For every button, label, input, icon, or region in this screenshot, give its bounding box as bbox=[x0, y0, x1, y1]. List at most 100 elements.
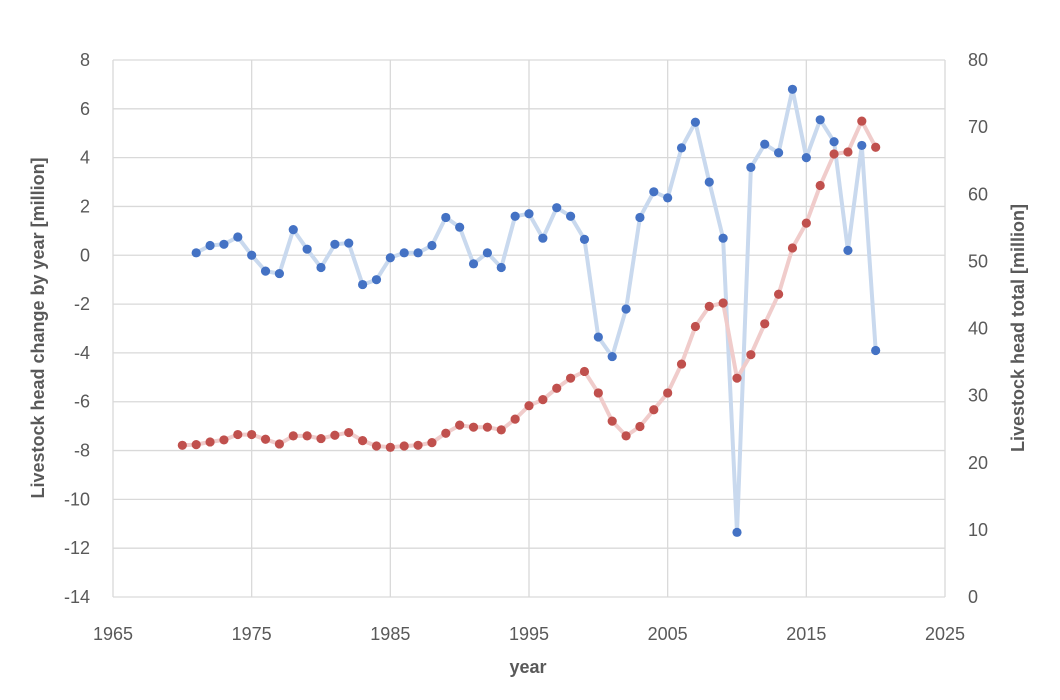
data-point-total bbox=[801, 218, 811, 228]
data-point-total bbox=[358, 435, 368, 446]
data-point-total bbox=[247, 429, 257, 440]
data-point-change bbox=[274, 268, 284, 279]
data-point-change bbox=[191, 248, 201, 258]
data-point-change bbox=[413, 248, 423, 258]
y2-tick-label: 80 bbox=[968, 50, 988, 70]
series-line-change bbox=[195, 87, 878, 535]
data-point-change bbox=[746, 162, 756, 172]
data-point-total bbox=[205, 437, 215, 447]
y-tick-label: 2 bbox=[80, 196, 90, 216]
y2-tick-label: 60 bbox=[968, 184, 988, 204]
y-tick-label: 6 bbox=[80, 99, 90, 119]
data-point-change bbox=[427, 240, 437, 251]
data-point-change bbox=[496, 262, 506, 273]
y-tick-label: -14 bbox=[64, 587, 90, 607]
data-point-total bbox=[191, 440, 201, 450]
y2-tick-label: 40 bbox=[968, 319, 988, 339]
data-point-change bbox=[829, 137, 839, 147]
y-tick-label: 0 bbox=[80, 245, 90, 265]
data-point-change bbox=[635, 212, 645, 223]
data-point-change bbox=[552, 203, 562, 213]
data-point-total bbox=[815, 180, 825, 191]
y-tick-label: -8 bbox=[74, 441, 90, 461]
data-point-total bbox=[621, 431, 631, 441]
data-point-change bbox=[510, 211, 520, 221]
data-point-total bbox=[690, 321, 701, 332]
data-point-change bbox=[344, 238, 354, 248]
data-point-change bbox=[538, 233, 548, 243]
data-point-change bbox=[704, 177, 714, 187]
data-point-total bbox=[829, 149, 839, 159]
data-point-total bbox=[552, 383, 562, 393]
data-point-total bbox=[371, 441, 382, 451]
data-point-change bbox=[205, 240, 215, 251]
x-tick-label: 1995 bbox=[509, 624, 549, 644]
data-point-change bbox=[358, 279, 368, 290]
data-point-change bbox=[455, 222, 465, 232]
x-axis-title: year bbox=[509, 657, 546, 677]
data-point-total bbox=[482, 422, 492, 432]
x-tick-label: 2005 bbox=[648, 624, 688, 644]
series-area bbox=[177, 84, 881, 537]
y-axis-title: Livestock head change by year [million] bbox=[28, 157, 48, 498]
data-point-total bbox=[385, 442, 395, 452]
data-point-total bbox=[579, 366, 590, 377]
data-point-change bbox=[774, 148, 784, 158]
y-tick-label: 4 bbox=[80, 148, 90, 168]
data-point-total bbox=[274, 439, 284, 449]
data-point-total bbox=[718, 298, 728, 308]
y-tick-label: -2 bbox=[74, 294, 90, 314]
data-point-change bbox=[441, 212, 451, 223]
gridlines bbox=[112, 59, 946, 598]
data-point-total bbox=[704, 301, 714, 311]
data-point-total bbox=[732, 373, 742, 383]
y-tick-label: 8 bbox=[80, 50, 90, 70]
y2-tick-label: 20 bbox=[968, 453, 988, 473]
y2-tick-label: 50 bbox=[968, 251, 988, 271]
y2-axis-title: Livestock head total [million] bbox=[1008, 204, 1028, 452]
data-point-total bbox=[649, 405, 659, 415]
data-point-total bbox=[843, 147, 853, 157]
right-axis-ticks: 0 10 20 30 40 50 60 70 80 bbox=[968, 50, 988, 607]
data-point-change bbox=[302, 244, 312, 254]
data-point-total bbox=[177, 440, 187, 450]
data-point-total bbox=[524, 401, 534, 411]
y2-tick-label: 70 bbox=[968, 117, 988, 137]
data-point-change bbox=[330, 239, 340, 249]
data-point-total bbox=[260, 434, 271, 444]
data-point-total bbox=[219, 435, 229, 445]
y2-tick-label: 0 bbox=[968, 587, 978, 607]
x-axis-ticks: 1965 1975 1985 1995 2005 2015 2025 bbox=[93, 624, 965, 644]
y-tick-label: -10 bbox=[64, 489, 90, 509]
data-point-change bbox=[649, 187, 659, 197]
data-point-total bbox=[455, 420, 465, 430]
data-point-total bbox=[468, 422, 479, 432]
data-point-change bbox=[732, 527, 742, 537]
data-point-change bbox=[399, 248, 409, 258]
y-tick-label: -4 bbox=[74, 343, 90, 363]
x-tick-label: 2015 bbox=[786, 624, 826, 644]
data-point-change bbox=[524, 209, 534, 219]
data-point-change bbox=[288, 225, 298, 235]
data-point-total bbox=[676, 359, 687, 369]
data-point-total bbox=[288, 431, 298, 441]
data-point-change bbox=[247, 250, 257, 260]
data-point-change bbox=[621, 304, 631, 314]
y-tick-label: -6 bbox=[74, 392, 90, 412]
data-point-total bbox=[635, 421, 645, 432]
data-point-total bbox=[316, 433, 326, 444]
data-point-total bbox=[233, 429, 243, 440]
y-tick-label: -12 bbox=[64, 538, 90, 558]
data-point-total bbox=[760, 319, 770, 329]
data-point-change bbox=[385, 253, 395, 263]
data-point-change bbox=[219, 239, 229, 249]
data-point-total bbox=[413, 440, 423, 450]
data-point-total bbox=[857, 116, 867, 126]
data-point-change bbox=[843, 245, 853, 255]
data-point-change bbox=[593, 332, 603, 342]
data-point-total bbox=[330, 430, 340, 440]
data-point-change bbox=[871, 345, 881, 356]
data-point-change bbox=[579, 234, 590, 245]
data-point-total bbox=[496, 425, 506, 435]
